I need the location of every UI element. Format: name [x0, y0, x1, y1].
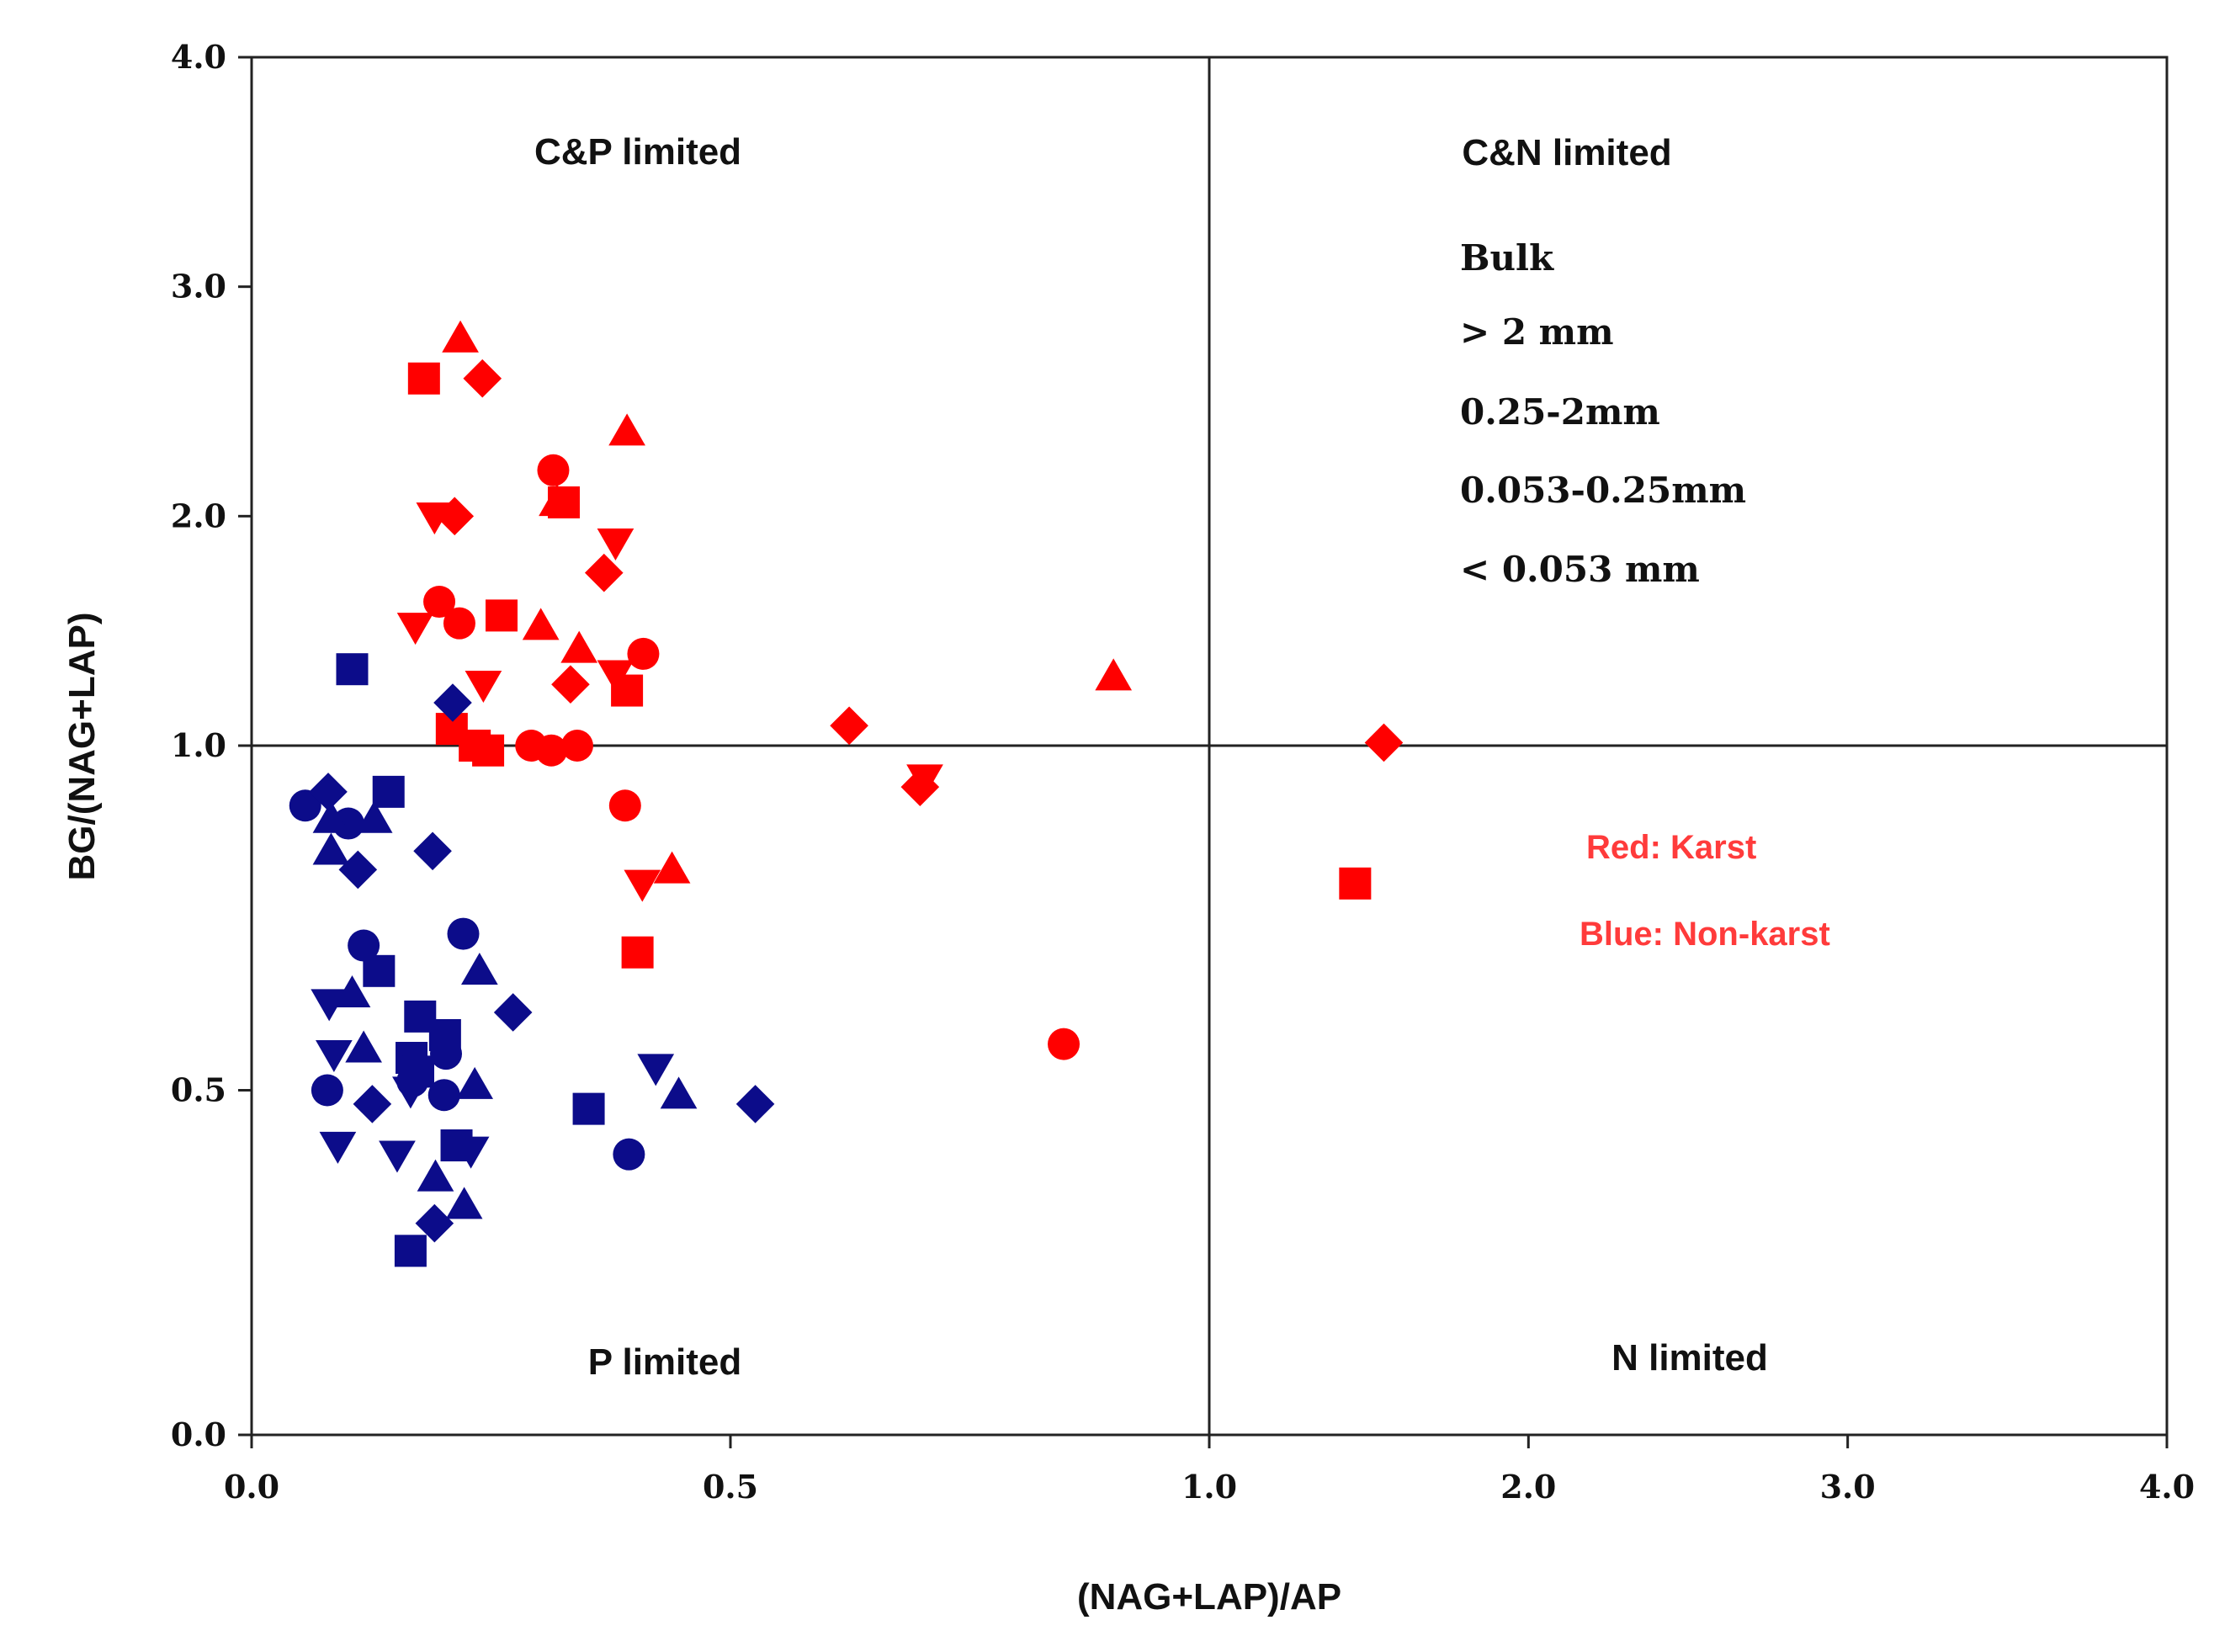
- color-note-non-karst: Blue: Non-karst: [1580, 916, 1830, 953]
- y-tick-label: 2.0: [171, 497, 226, 534]
- non-karst-square-marker: [394, 1235, 427, 1267]
- y-tick-label: 3.0: [171, 268, 226, 305]
- non-karst-square-marker: [372, 775, 405, 808]
- non-karst-square-marker: [363, 954, 396, 987]
- non-karst-diamond-marker: [353, 1085, 392, 1123]
- karst-diamond-marker: [900, 768, 940, 806]
- karst-triangle-up-marker: [608, 413, 645, 446]
- karst-triangle-down-marker: [396, 613, 434, 645]
- y-tick-label: 1.0: [171, 726, 226, 764]
- karst-circle-marker: [1048, 1028, 1080, 1060]
- karst-triangle-up-marker: [560, 630, 598, 663]
- karst-diamond-marker: [1364, 723, 1404, 762]
- quadrant-label-cp-limited: C&P limited: [534, 131, 741, 173]
- non-karst-diamond-marker: [735, 1085, 775, 1123]
- non-karst-triangle-down-marker: [379, 1140, 416, 1173]
- x-axis-title: (NAG+LAP)/AP: [1077, 1576, 1341, 1617]
- x-tick-label: 2.0: [1500, 1468, 1556, 1506]
- karst-square-marker: [486, 599, 518, 632]
- karst-circle-marker: [443, 607, 475, 640]
- non-karst-triangle-down-marker: [316, 1039, 353, 1072]
- quadrant-label-cn-limited: C&N limited: [1462, 132, 1671, 173]
- karst-square-marker: [621, 936, 654, 969]
- karst-square-marker: [547, 486, 580, 518]
- non-karst-triangle-up-marker: [345, 1030, 382, 1063]
- karst-triangle-up-marker: [522, 608, 560, 640]
- karst-circle-marker: [423, 586, 456, 619]
- karst-diamond-marker: [435, 497, 475, 536]
- legend: Bulk > 2 mm 0.25-2mm 0.053-0.25mm < 0.05…: [1460, 237, 1746, 590]
- non-karst-square-marker: [428, 1018, 461, 1051]
- non-karst-triangle-up-marker: [456, 1066, 494, 1099]
- non-karst-diamond-marker: [415, 1203, 454, 1243]
- non-karst-diamond-marker: [338, 850, 378, 890]
- quadrant-label-p-limited: P limited: [588, 1341, 742, 1383]
- non-karst-diamond-marker: [309, 773, 348, 811]
- x-tick-label: 0.5: [703, 1468, 758, 1506]
- karst-triangle-down-marker: [465, 671, 502, 704]
- karst-square-marker: [611, 674, 644, 707]
- y-tick-label: 4.0: [171, 38, 226, 76]
- non-karst-square-marker: [572, 1092, 605, 1125]
- x-tick-label: 3.0: [1820, 1468, 1876, 1506]
- karst-circle-marker: [627, 637, 660, 670]
- non-karst-square-marker: [402, 1055, 435, 1088]
- non-karst-triangle-up-marker: [333, 975, 371, 1007]
- non-karst-circle-marker: [311, 1074, 343, 1107]
- karst-square-marker: [472, 734, 505, 767]
- non-karst-circle-marker: [289, 789, 321, 822]
- karst-diamond-marker: [551, 665, 590, 704]
- non-karst-triangle-down-marker: [319, 1131, 357, 1164]
- non-karst-triangle-up-marker: [660, 1076, 698, 1109]
- x-tick-label: 0.0: [224, 1468, 279, 1506]
- y-axis-title: BG/(NAG+LAP): [61, 613, 103, 881]
- karst-triangle-up-marker: [1095, 658, 1133, 691]
- legend-label-lt-0-053mm: < 0.053 mm: [1460, 549, 1700, 590]
- y-tick-label: 0.5: [171, 1071, 226, 1109]
- non-karst-diamond-marker: [493, 993, 533, 1032]
- karst-diamond-marker: [463, 359, 502, 398]
- quadrant-label-n-limited: N limited: [1611, 1337, 1768, 1378]
- karst-circle-marker: [537, 454, 570, 486]
- karst-diamond-marker: [584, 553, 624, 592]
- non-karst-triangle-up-marker: [417, 1159, 454, 1192]
- non-karst-triangle-up-marker: [460, 952, 498, 985]
- non-karst-triangle-up-marker: [445, 1187, 483, 1219]
- karst-circle-marker: [535, 734, 568, 767]
- karst-square-marker: [407, 362, 440, 395]
- non-karst-triangle-up-marker: [355, 800, 393, 833]
- data-points: [289, 320, 1404, 1267]
- non-karst-triangle-down-marker: [637, 1054, 675, 1086]
- karst-triangle-down-marker: [597, 528, 634, 560]
- karst-triangle-down-marker: [624, 869, 661, 902]
- non-karst-triangle-up-marker: [312, 800, 350, 833]
- non-karst-square-marker: [440, 1129, 473, 1162]
- karst-diamond-marker: [830, 706, 868, 746]
- non-karst-square-marker: [336, 653, 369, 686]
- legend-label-0-053-0-25mm: 0.053-0.25mm: [1460, 470, 1746, 511]
- y-tick-label: 0.0: [171, 1416, 226, 1453]
- karst-square-marker: [1339, 867, 1372, 900]
- non-karst-triangle-up-marker: [312, 832, 350, 865]
- karst-triangle-up-marker: [653, 851, 691, 884]
- x-tick-label: 1.0: [1181, 1468, 1237, 1506]
- legend-label-bulk: Bulk: [1460, 237, 1554, 279]
- x-axis-ticks: 0.0 0.5 1.0 2.0 3.0 4.0: [224, 1435, 2195, 1506]
- non-karst-circle-marker: [348, 929, 380, 962]
- legend-label-0-25-2mm: 0.25-2mm: [1460, 391, 1660, 433]
- karst-circle-marker: [608, 789, 641, 822]
- non-karst-triangle-down-marker: [311, 989, 348, 1022]
- x-tick-label: 4.0: [2139, 1468, 2195, 1506]
- non-karst-circle-marker: [447, 917, 480, 950]
- color-note-karst: Red: Karst: [1586, 829, 1756, 866]
- non-karst-diamond-marker: [413, 831, 452, 871]
- karst-triangle-up-marker: [442, 320, 479, 353]
- legend-label-gt-2mm: > 2 mm: [1460, 311, 1614, 353]
- non-karst-diamond-marker: [433, 683, 472, 722]
- non-karst-circle-marker: [427, 1079, 460, 1112]
- y-axis-ticks: 0.0 0.5 1.0 2.0 3.0 4.0: [171, 38, 252, 1453]
- karst-circle-marker: [560, 730, 593, 762]
- non-karst-circle-marker: [613, 1138, 645, 1171]
